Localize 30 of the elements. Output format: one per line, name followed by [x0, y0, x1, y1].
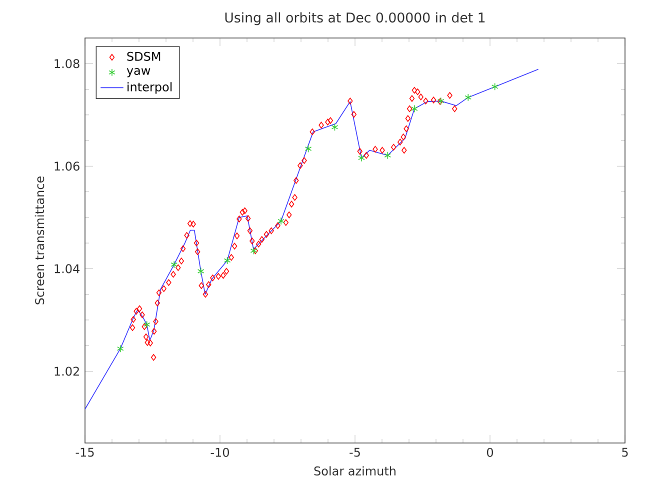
point [197, 267, 204, 276]
chart-title: Using all orbits at Dec 0.00000 in det 1 [225, 12, 485, 26]
point [278, 217, 284, 225]
y-axis-title: Screen transmittance [34, 176, 44, 304]
x-tick-label: 5 [622, 448, 628, 457]
x-tick-label: -15 [76, 448, 94, 457]
point [331, 123, 338, 132]
legend-label: yaw [126, 68, 150, 78]
point [304, 144, 312, 153]
x-tick-label: -5 [350, 448, 360, 457]
y-tick-label: 1.02 [54, 366, 79, 376]
x-tick-label: -10 [210, 448, 230, 457]
x-tick-label: 0 [486, 448, 494, 457]
point [464, 94, 472, 102]
point [491, 82, 498, 91]
point [384, 152, 392, 160]
legend-label: SDSM [127, 52, 160, 61]
y-tick-label: 1.06 [54, 162, 80, 171]
line-series [85, 68, 539, 410]
point [250, 246, 258, 255]
y-tick-label: 1.04 [54, 264, 80, 274]
x-axis-title: Solar azimuth [314, 466, 396, 476]
point [116, 344, 124, 353]
legend-label: interpol [128, 82, 172, 94]
point [143, 320, 150, 328]
point [170, 260, 178, 268]
point [411, 104, 418, 113]
point [358, 154, 365, 162]
y-tick-label: 1.08 [54, 59, 80, 68]
point [224, 256, 231, 264]
